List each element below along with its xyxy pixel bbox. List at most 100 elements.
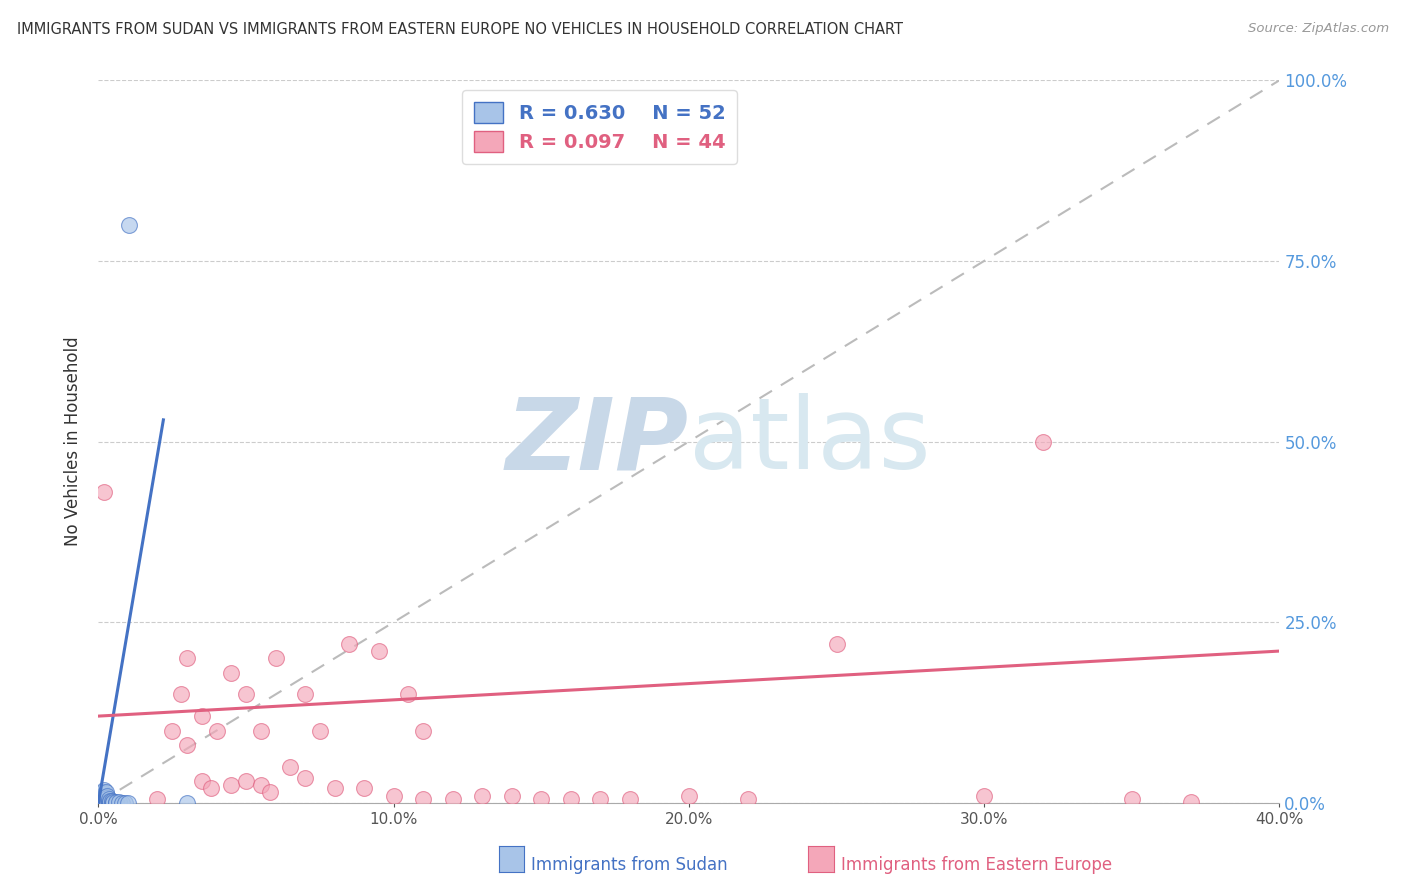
Point xyxy=(221,665,243,680)
Point xyxy=(90,796,112,810)
Point xyxy=(176,738,198,752)
Point xyxy=(94,796,117,810)
Point xyxy=(501,789,523,803)
Point xyxy=(825,637,848,651)
Point xyxy=(205,723,228,738)
Point xyxy=(100,796,122,810)
Point xyxy=(412,792,434,806)
Point xyxy=(97,794,120,808)
Point xyxy=(98,796,121,810)
Point xyxy=(170,687,193,701)
Point xyxy=(1032,434,1054,449)
Point xyxy=(91,792,114,806)
Point xyxy=(96,795,118,809)
Point xyxy=(89,795,111,809)
Point xyxy=(619,792,641,806)
Point xyxy=(96,796,118,810)
Y-axis label: No Vehicles in Household: No Vehicles in Household xyxy=(65,336,83,547)
Text: Source: ZipAtlas.com: Source: ZipAtlas.com xyxy=(1249,22,1389,36)
Point xyxy=(96,794,118,808)
Point xyxy=(678,789,700,803)
Point xyxy=(589,792,612,806)
Legend: R = 0.630    N = 52, R = 0.097    N = 44: R = 0.630 N = 52, R = 0.097 N = 44 xyxy=(463,90,737,163)
Text: atlas: atlas xyxy=(689,393,931,490)
Point xyxy=(97,796,120,810)
Point xyxy=(441,792,464,806)
Point xyxy=(250,723,273,738)
Point xyxy=(94,792,117,806)
Point xyxy=(264,651,287,665)
Point xyxy=(93,485,115,500)
Point xyxy=(103,795,125,809)
Point xyxy=(108,795,131,809)
Point xyxy=(176,796,198,810)
Point xyxy=(91,785,114,799)
Text: IMMIGRANTS FROM SUDAN VS IMMIGRANTS FROM EASTERN EUROPE NO VEHICLES IN HOUSEHOLD: IMMIGRANTS FROM SUDAN VS IMMIGRANTS FROM… xyxy=(17,22,903,37)
Point xyxy=(162,723,183,738)
Point xyxy=(105,795,128,809)
Point xyxy=(97,792,120,806)
Point xyxy=(191,709,214,723)
Point xyxy=(91,796,114,810)
Point xyxy=(91,794,114,808)
Point xyxy=(90,796,112,810)
Point xyxy=(339,637,361,651)
Point xyxy=(96,791,118,805)
Point xyxy=(1121,792,1143,806)
Point xyxy=(191,774,214,789)
Point xyxy=(221,778,243,792)
Point xyxy=(90,792,112,806)
Point xyxy=(100,794,122,808)
Point xyxy=(1180,795,1202,809)
Point xyxy=(294,771,316,785)
Point xyxy=(93,792,115,806)
Point xyxy=(98,794,121,808)
Point xyxy=(309,723,332,738)
Point xyxy=(93,782,115,797)
Point xyxy=(94,785,117,799)
Point xyxy=(93,796,115,810)
Point xyxy=(93,796,115,810)
Point xyxy=(93,795,115,809)
Point xyxy=(737,792,759,806)
Text: ZIP: ZIP xyxy=(506,393,689,490)
Point xyxy=(398,687,420,701)
Point xyxy=(353,781,375,796)
Point xyxy=(235,687,257,701)
Point xyxy=(93,787,115,801)
Point xyxy=(98,795,121,809)
Point xyxy=(280,760,302,774)
Point xyxy=(91,790,114,805)
Point xyxy=(560,792,582,806)
Point xyxy=(114,796,136,810)
Point xyxy=(94,796,117,810)
Point xyxy=(259,785,281,799)
Point xyxy=(90,794,112,808)
Point xyxy=(323,781,346,796)
Point xyxy=(235,774,257,789)
Point xyxy=(91,789,114,803)
Point xyxy=(103,796,125,810)
Point xyxy=(93,794,115,808)
Point xyxy=(105,796,128,810)
Point xyxy=(93,790,115,805)
Point xyxy=(250,778,273,792)
Point xyxy=(96,789,118,803)
Point xyxy=(471,789,494,803)
Text: Immigrants from Eastern Europe: Immigrants from Eastern Europe xyxy=(841,856,1112,874)
Point xyxy=(91,794,114,808)
Point xyxy=(176,651,198,665)
Point xyxy=(111,796,134,810)
Point xyxy=(93,794,115,808)
Point xyxy=(382,789,405,803)
Point xyxy=(146,792,169,806)
Point xyxy=(89,796,111,810)
Point xyxy=(117,796,139,810)
Point xyxy=(294,687,316,701)
Text: Immigrants from Sudan: Immigrants from Sudan xyxy=(531,856,728,874)
Point xyxy=(118,218,141,232)
Point xyxy=(412,723,434,738)
Point xyxy=(200,781,222,796)
Point xyxy=(91,795,114,809)
Point xyxy=(94,794,117,808)
